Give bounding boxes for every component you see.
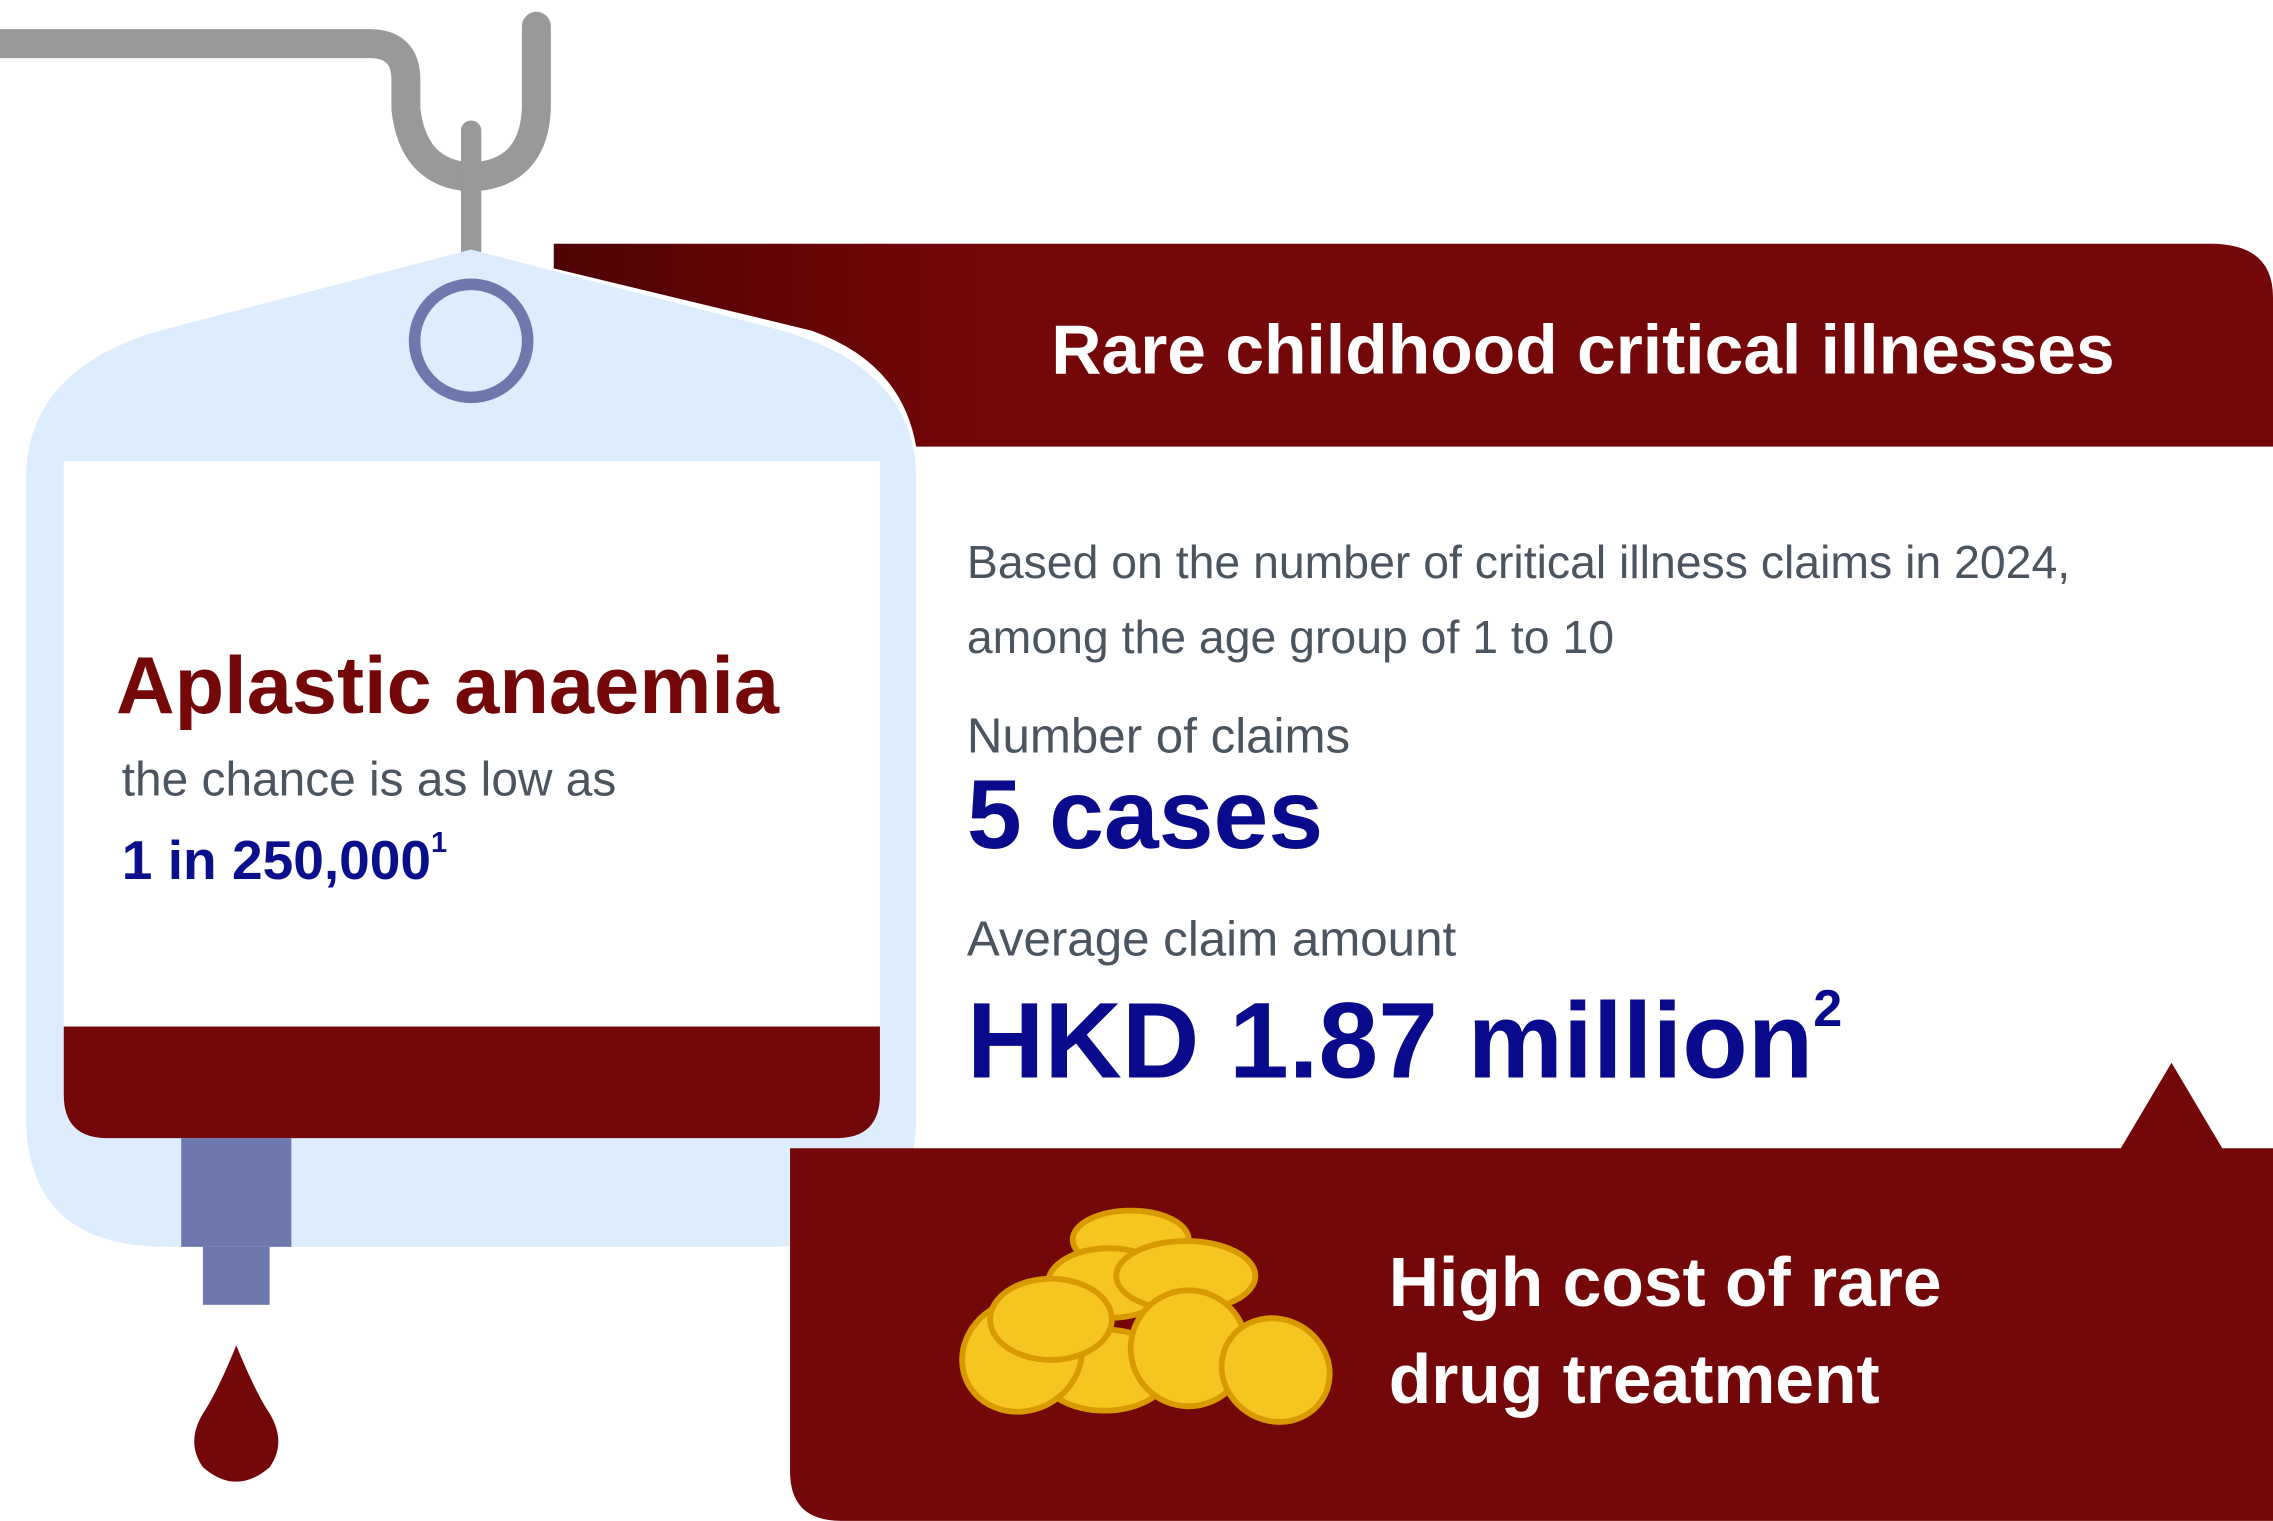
blood-drop — [194, 1345, 278, 1481]
bag-tube-tip — [203, 1247, 270, 1305]
basis-line: among the age group of 1 to 10 — [967, 611, 1614, 663]
chance-note: 1 — [431, 827, 447, 859]
average-value: HKD 1.87 million — [967, 981, 1813, 1101]
chance-intro: the chance is as low as — [122, 754, 617, 807]
average-line: HKD 1.87 million2 — [967, 980, 1842, 1101]
bag-tube — [181, 1138, 291, 1247]
page: Rare childhood critical illnesses Aplast… — [0, 0, 2273, 1521]
footer-line: High cost of rare — [1389, 1243, 1942, 1321]
header-title: Rare childhood critical illnesses — [1051, 311, 2114, 389]
chance: 1 in 250,000 — [122, 829, 431, 891]
average-note: 2 — [1813, 980, 1842, 1038]
bag-label — [64, 461, 880, 1029]
claims-label: Number of claims — [967, 708, 1350, 763]
basis-line: Based on the number of critical illness … — [967, 536, 2070, 588]
claims-value: 5 cases — [967, 759, 1323, 869]
chance-line: 1 in 250,0001 — [122, 827, 447, 891]
illness-name: Aplastic anaemia — [116, 641, 780, 731]
bag-blood — [64, 1027, 880, 1139]
iv-pole — [0, 26, 536, 177]
footer-line: drug treatment — [1389, 1340, 1880, 1418]
average-label: Average claim amount — [967, 911, 1457, 966]
infographic: Rare childhood critical illnesses Aplast… — [0, 0, 2273, 1521]
